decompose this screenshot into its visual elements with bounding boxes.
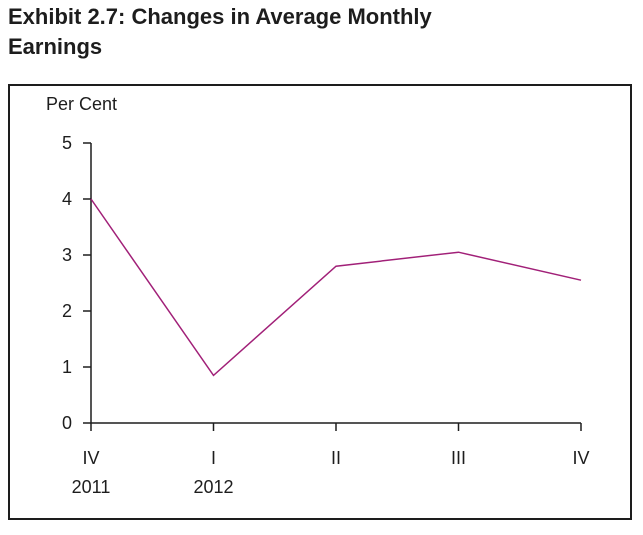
y-tick-label: 2 xyxy=(62,301,72,321)
y-tick-label: 1 xyxy=(62,357,72,377)
x-tick-label: I xyxy=(211,448,216,468)
chart-frame: Per Cent 0 1 2 3 4 5 IV 2011 I 2012 II III IV xyxy=(8,84,632,520)
y-tick-label: 0 xyxy=(62,413,72,433)
x-year-label: 2011 xyxy=(72,477,111,497)
y-tick-label: 5 xyxy=(62,133,72,153)
x-tick-label: IV xyxy=(572,448,589,468)
axes xyxy=(90,143,581,424)
y-axis-unit-label: Per Cent xyxy=(46,94,118,114)
earnings-line xyxy=(90,198,582,377)
x-tick-label: II xyxy=(331,448,341,468)
y-tick-label: 3 xyxy=(62,245,72,265)
page-title: Exhibit 2.7: Changes in Average Monthly … xyxy=(8,4,432,59)
x-tick-label: IV xyxy=(82,448,99,468)
x-year-label: 2012 xyxy=(193,477,233,497)
y-tick-label: 4 xyxy=(62,189,72,209)
x-tick-label: III xyxy=(451,448,466,468)
